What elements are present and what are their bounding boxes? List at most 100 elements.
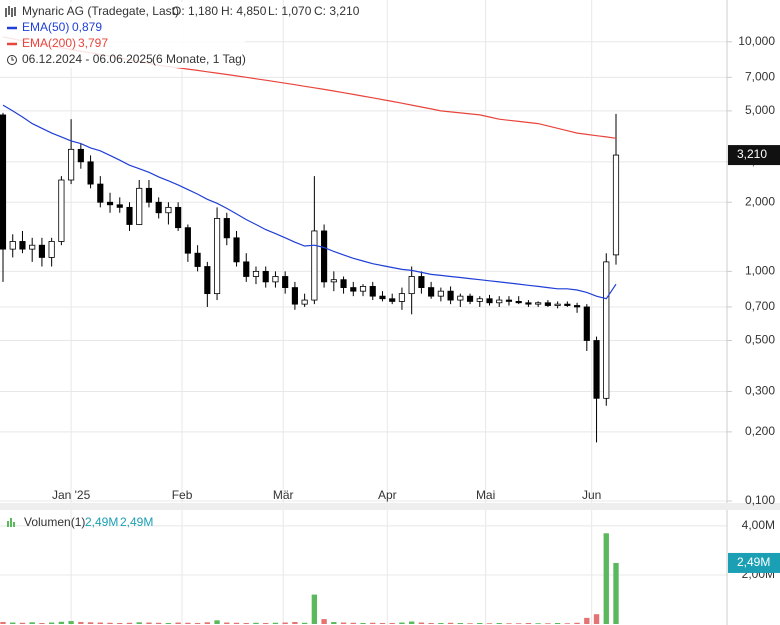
- volume-bar: [486, 623, 493, 624]
- candle-body: [379, 295, 386, 300]
- volume-bar: [10, 622, 16, 624]
- candle-body: [525, 302, 532, 305]
- volume-bar: [68, 621, 74, 624]
- candle-body: [505, 299, 513, 302]
- candle-body: [301, 299, 308, 305]
- y-tick-label: 7,000: [745, 69, 775, 83]
- candle-body: [593, 340, 600, 399]
- y-tick-label: 0,700: [745, 299, 775, 313]
- volume-bar: [603, 533, 609, 624]
- candle-body: [291, 287, 298, 305]
- x-tick-label: Jan '25: [52, 488, 91, 502]
- candle-body: [330, 279, 337, 283]
- volume-bar: [418, 622, 425, 624]
- candle-body: [476, 298, 483, 302]
- legend-bg: [0, 2, 245, 68]
- candle-icon: [5, 6, 16, 17]
- x-tick-label: Apr: [378, 488, 397, 502]
- candle-body: [77, 148, 84, 163]
- candle-body: [38, 244, 45, 258]
- volume-bar: [263, 623, 269, 624]
- volume-bar: [282, 622, 288, 624]
- candle-body: [233, 237, 240, 263]
- volume-bar: [165, 623, 172, 624]
- candle-body: [0, 114, 7, 250]
- candle-body: [486, 298, 493, 304]
- candle-body: [126, 206, 133, 225]
- candle-body: [194, 252, 201, 267]
- volume-legend: Volumen(1) 2,49M 2,49M: [7, 515, 153, 529]
- y-tick-label: 5,000: [745, 103, 775, 117]
- volume-bar: [379, 623, 386, 624]
- legend-ema200-value: 3,797: [78, 36, 108, 50]
- marks: [0, 36, 620, 624]
- volume-label: 2,49M: [85, 515, 118, 529]
- candle-body: [515, 301, 522, 304]
- candle-body: [321, 230, 328, 283]
- legend-title: Mynaric AG (Tradegate, Last): [22, 4, 179, 18]
- volume-bar: [545, 623, 551, 624]
- volume-bar: [58, 621, 65, 624]
- candle-body: [437, 290, 444, 297]
- candle-body: [282, 276, 289, 288]
- volume-bar: [408, 621, 415, 624]
- volume-bar: [292, 622, 298, 624]
- volume-bar: [428, 623, 434, 624]
- volume-bar: [107, 622, 113, 624]
- candle-body: [262, 270, 269, 283]
- volume-bar: [311, 594, 318, 624]
- volume-bar: [593, 614, 600, 624]
- candle-body: [398, 293, 406, 302]
- volume-bar: [340, 622, 347, 624]
- volume-bar: [253, 622, 259, 624]
- candle-body: [428, 287, 435, 297]
- y-tick-label: 1,000: [745, 264, 775, 278]
- volume-bar: [0, 622, 6, 624]
- candle-body: [389, 298, 396, 302]
- volume-bar: [389, 623, 395, 624]
- candle-body: [252, 270, 260, 277]
- volume-bar: [301, 622, 308, 624]
- volume-bar: [156, 622, 162, 624]
- volume-bar: [535, 623, 541, 624]
- candle-body: [418, 276, 425, 288]
- candle-body: [350, 287, 357, 292]
- volume-bar: [117, 623, 123, 624]
- y-tick-label: 10,000: [738, 34, 775, 48]
- volume-bar: [175, 622, 181, 624]
- volume-bar: [97, 622, 103, 624]
- volume-bar: [525, 623, 532, 624]
- legend-ema200: EMA(200): [22, 36, 76, 50]
- candle-body: [369, 286, 376, 297]
- candle-body: [340, 279, 347, 288]
- volume-bar: [554, 623, 561, 624]
- candle-body: [155, 201, 162, 214]
- volume-bar: [48, 622, 55, 624]
- volume-bar: [146, 622, 152, 624]
- candle-body: [29, 244, 36, 250]
- volume-bar: [321, 619, 327, 624]
- volume-bar: [457, 623, 463, 624]
- candle-body: [204, 266, 211, 295]
- volume-bar: [506, 623, 512, 624]
- y-tick-label: 2,000: [745, 194, 775, 208]
- volume-bar: [39, 623, 45, 624]
- volume-bar: [194, 623, 201, 624]
- candle-body: [175, 206, 182, 229]
- candle-body: [554, 303, 561, 306]
- volume-bar: [224, 622, 230, 624]
- volume-badge-bg: [728, 552, 780, 573]
- volume-bar: [78, 622, 84, 624]
- period: (6 Monate, 1 Tag): [152, 52, 246, 66]
- date-range: 06.12.2024 - 06.06.2025: [22, 52, 153, 66]
- candle-body: [106, 201, 114, 206]
- x-tick-label: Jun: [582, 488, 601, 502]
- candle-body: [58, 179, 65, 242]
- price-badge: 3,210: [737, 147, 767, 161]
- candle-body: [136, 187, 143, 225]
- volume-bar: [447, 622, 454, 624]
- volume-bar: [136, 622, 142, 624]
- x-tick-label: Mai: [476, 488, 495, 502]
- candle-body: [603, 261, 610, 399]
